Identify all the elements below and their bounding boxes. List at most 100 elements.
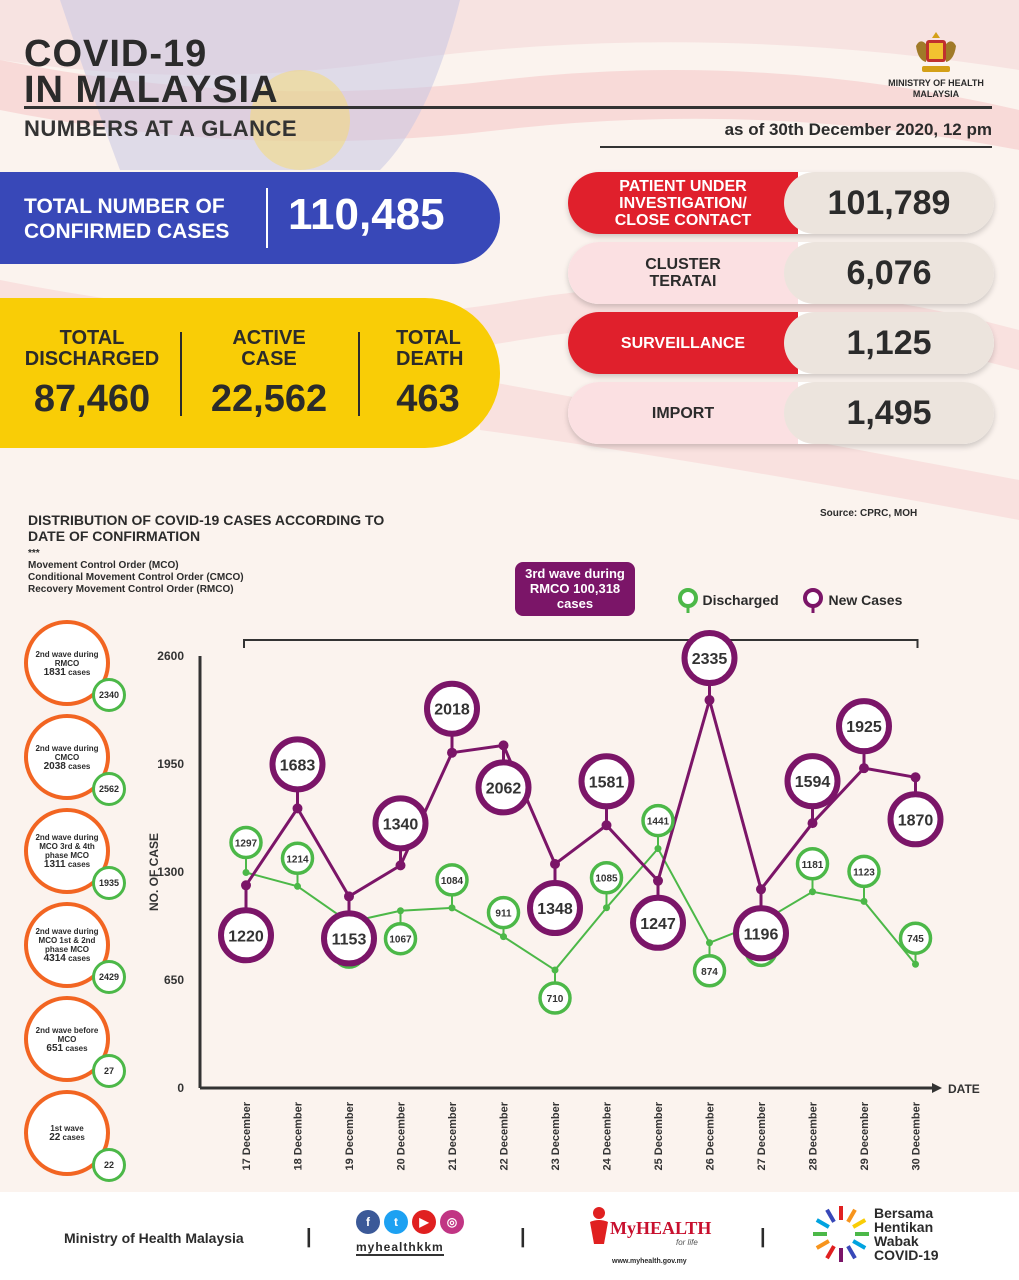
instagram-icon[interactable]: ◎ [440,1210,464,1234]
confirmed-cases-panel: TOTAL NUMBER OF CONFIRMED CASES 110,485 [0,172,500,264]
discharged-bubble [795,847,830,881]
category-label: CLUSTER TERATAI [568,242,798,304]
new-cases-bubble [527,880,583,937]
new-cases-marker-icon [803,588,823,613]
cases-line-chart: 0 650 1300 1950 2600 NO. OF CASE DATE 17 Decemb… [147,630,980,1171]
discharged-data-label: 1085 [595,874,618,885]
youtube-icon[interactable]: ▶ [412,1210,436,1234]
discharged-bubble [383,921,418,956]
page-title: COVID-19 IN MALAYSIA [24,33,279,111]
notes-marker: *** [28,548,40,559]
mco-notes: *** Movement Control Order (MCO) Conditi… [28,548,244,596]
wave-discharged-badge: 2340 [92,678,126,712]
discharged-data-label: 1123 [853,867,875,878]
new-cases-point [910,772,921,783]
y-axis-label: NO. OF CASE [147,833,161,911]
active-stat: ACTIVE CASE 22,562 [194,328,344,421]
x-axis-label: DATE [948,1082,980,1096]
new-cases-point [550,859,560,870]
discharged-bubble [847,854,881,889]
new-cases-data-label: 1683 [280,757,316,774]
coat-of-arms-icon [916,32,956,72]
wave-discharged-badge: 2562 [92,772,126,806]
social-handle[interactable]: myhealthkkm [356,1240,444,1256]
y-tick-label: 2600 [157,649,184,663]
campaign-slogan: Bersama Hentikan Wabak COVID-19 [874,1205,939,1263]
category-value: 1,495 [784,382,994,444]
active-value: 22,562 [210,378,328,420]
confirmed-label: TOTAL NUMBER OF CONFIRMED CASES [24,195,230,243]
x-tick-label: 27 December [756,1101,768,1170]
wave-circle: 2nd wave during RMCO 1831 cases [24,620,110,706]
y-tick-label: 0 [177,1081,184,1095]
title-divider [24,106,992,109]
new-cases-data-label: 1594 [795,774,831,791]
x-tick-label: 19 December [344,1101,356,1170]
facebook-icon[interactable]: f [356,1210,380,1234]
category-value: 1,125 [784,312,994,374]
new-cases-data-label: 1348 [537,901,573,918]
new-cases-point [292,803,303,814]
y-tick-label: 1300 [157,865,184,879]
discharged-point [654,845,662,853]
x-tick-label: 24 December [602,1101,614,1170]
ministry-label: MINISTRY OF HEALTH MALAYSIA [888,78,984,99]
discharged-data-label: 745 [907,934,924,945]
campaign-sunburst-icon [813,1206,869,1262]
wave-circle: 1st wave 22 cases [24,1090,110,1176]
new-cases-bubble [630,894,686,951]
new-cases-bubble [372,795,429,852]
footer-separator: | [306,1226,312,1248]
new-cases-line [244,694,916,899]
discharged-label: TOTAL DISCHARGED [24,327,160,370]
discharged-data-label: 1181 [802,860,824,871]
category-value: 101,789 [784,172,994,234]
discharged-stat: TOTAL DISCHARGED 87,460 [22,328,162,421]
discharged-bubble [692,954,727,988]
wave3-bracket [243,639,919,648]
new-cases-point [498,740,509,751]
date-divider [600,146,992,148]
myhealth-logo: MyHEALTH [610,1218,712,1238]
category-label: IMPORT [568,382,798,444]
new-cases-data-label: 2335 [692,651,728,668]
discharged-data-label: 1214 [286,854,309,865]
discharged-data-label: 710 [547,994,564,1005]
new-cases-data-label: 1196 [744,926,779,943]
new-cases-bubble [321,910,377,967]
discharged-data-label: 874 [701,967,718,978]
discharged-data-label: 1441 [647,817,670,828]
discharged-data-label: 1084 [441,876,464,887]
legend-discharged: Discharged [678,588,779,614]
category-pui: PATIENT UNDER INVESTIGATION/ CLOSE CONTA… [568,172,994,234]
myhealth-figure-icon [590,1207,608,1244]
legend-new-cases: New Cases [802,588,902,614]
discharged-bubble [280,841,315,876]
x-tick-label: 18 December [293,1101,305,1170]
discharged-bubble [898,921,933,955]
wave3-callout: 3rd wave during RMCO 100,318 cases [515,562,635,616]
discharged-bubble [538,981,572,1015]
new-cases-bubble [887,791,944,848]
discharged-point [809,888,816,896]
death-value: 463 [396,378,460,420]
x-tick-label: 26 December [705,1101,717,1170]
discharged-bubble [229,825,263,860]
category-label: SURVEILLANCE [568,312,798,374]
y-tick-label: 1950 [157,757,184,771]
active-label: ACTIVE CASE [232,327,306,370]
new-cases-bubble [578,753,635,810]
discharged-point [706,939,713,947]
new-cases-bubble [784,753,841,810]
twitter-icon[interactable]: t [384,1210,408,1234]
x-tick-label: 22 December [499,1101,511,1170]
category-label: PATIENT UNDER INVESTIGATION/ CLOSE CONTA… [568,172,798,234]
wave-discharged-badge: 22 [92,1148,126,1182]
x-tick-label: 28 December [808,1101,820,1170]
note-item: Conditional Movement Control Order (CMCO… [28,572,244,583]
discharged-data-label: 1297 [235,838,258,849]
new-cases-data-label: 1220 [228,928,264,945]
legend-discharged-label: Discharged [702,592,779,609]
discharged-bubble [486,895,521,930]
myhealth-url[interactable]: www.myhealth.gov.my [612,1258,687,1265]
